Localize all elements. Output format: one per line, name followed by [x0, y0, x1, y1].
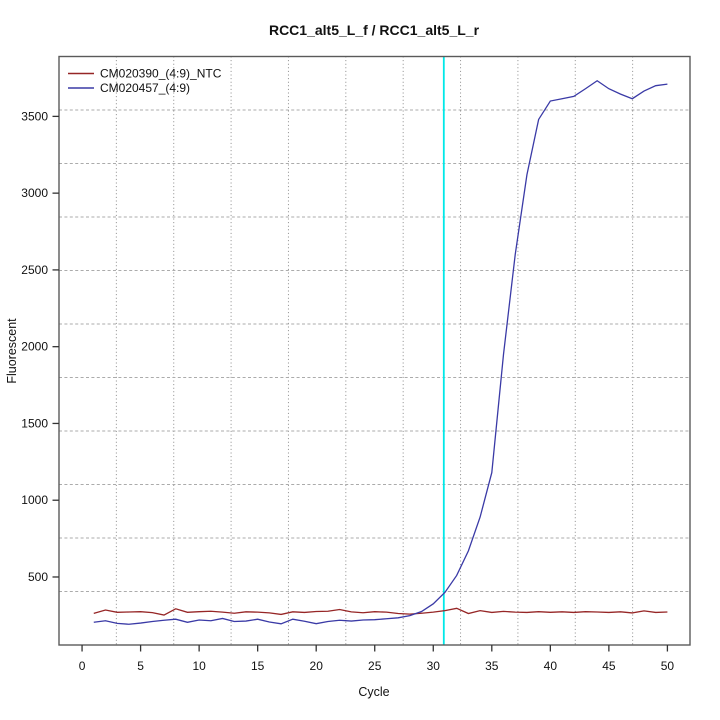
legend-label-ntc: CM020390_(4:9)_NTC	[100, 67, 222, 81]
y-tick-label: 1500	[21, 416, 48, 430]
x-tick-label: 10	[192, 659, 206, 673]
x-tick-label: 20	[310, 659, 324, 673]
x-tick-label: 45	[602, 659, 616, 673]
x-tick-label: 5	[137, 659, 144, 673]
y-axis-label: Fluorescent	[5, 318, 19, 384]
x-axis-ticks: 0 5 10 15 20 25 30 35 40 45 50	[79, 645, 675, 673]
ntc-curve	[93, 607, 668, 616]
x-axis-label: Cycle	[358, 685, 389, 699]
y-tick-label: 3000	[21, 186, 48, 200]
x-tick-label: 25	[368, 659, 382, 673]
x-tick-label: 0	[79, 659, 86, 673]
y-tick-label: 1000	[21, 493, 48, 507]
y-tick-label: 2500	[21, 263, 48, 277]
chart-title: RCC1_alt5_L_f / RCC1_alt5_L_r	[269, 22, 480, 38]
gridlines	[59, 56, 690, 645]
x-tick-label: 30	[427, 659, 441, 673]
x-tick-label: 15	[251, 659, 265, 673]
y-tick-label: 500	[28, 570, 48, 584]
y-tick-label: 3500	[21, 109, 48, 123]
plot-border	[58, 55, 691, 646]
x-tick-label: 35	[485, 659, 499, 673]
x-tick-label: 40	[544, 659, 558, 673]
y-axis-ticks: 500 1000 1500 2000 2500 3000 3500	[21, 109, 59, 584]
legend: CM020390_(4:9)_NTC CM020457_(4:9)	[68, 67, 222, 95]
x-tick-label: 50	[661, 659, 675, 673]
y-tick-label: 2000	[21, 340, 48, 354]
sample-curve	[93, 79, 668, 625]
legend-label-sample: CM020457_(4:9)	[100, 81, 190, 95]
